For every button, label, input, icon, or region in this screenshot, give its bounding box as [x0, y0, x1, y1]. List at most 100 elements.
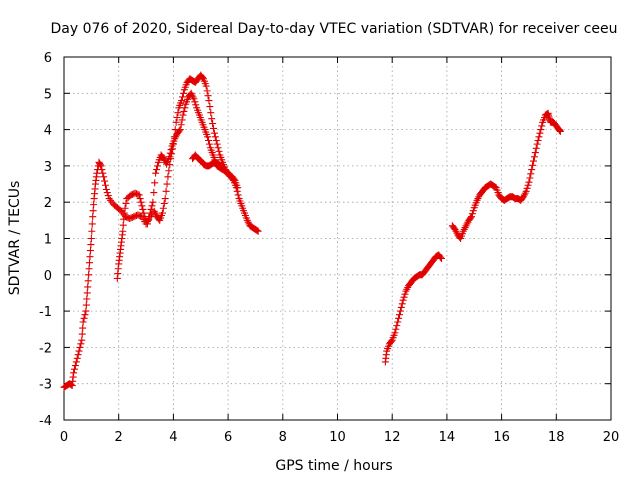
- data-point: [87, 241, 95, 249]
- data-point: [103, 189, 111, 197]
- data-point: [210, 124, 218, 132]
- data-point: [70, 365, 78, 373]
- x-tick-label: 12: [384, 430, 401, 445]
- data-point: [215, 147, 223, 155]
- data-point: [526, 174, 534, 182]
- data-point: [164, 173, 172, 181]
- data-point: [535, 133, 543, 141]
- data-point: [179, 93, 187, 101]
- data-point: [401, 290, 409, 298]
- data-point: [395, 311, 403, 319]
- data-point: [213, 140, 221, 148]
- data-point: [204, 133, 212, 141]
- data-point: [136, 195, 144, 203]
- data-point: [101, 177, 109, 185]
- data-point: [122, 199, 130, 207]
- data-point: [437, 253, 445, 261]
- x-tick-label: 18: [548, 430, 565, 445]
- data-point: [177, 121, 185, 129]
- data-point: [166, 149, 174, 157]
- data-point: [172, 118, 180, 126]
- data-point: [145, 213, 153, 221]
- data-point: [78, 330, 86, 338]
- plot-frame: [63, 56, 612, 421]
- grid-lines: [64, 57, 611, 420]
- y-tick-label: -1: [39, 305, 52, 320]
- data-point: [83, 295, 91, 303]
- data-point: [210, 129, 218, 137]
- data-point: [77, 340, 85, 348]
- data-point: [149, 198, 157, 206]
- data-point: [144, 216, 152, 224]
- data-point: [121, 204, 129, 212]
- data-point: [531, 149, 539, 157]
- data-point: [387, 337, 395, 345]
- data-point: [96, 161, 104, 169]
- data-point: [179, 89, 187, 97]
- data-point: [178, 97, 186, 105]
- data-point: [84, 277, 92, 285]
- data-point: [102, 185, 110, 193]
- data-point: [165, 153, 173, 161]
- data-point: [143, 220, 151, 228]
- y-tick-label: 6: [44, 51, 52, 66]
- x-tick-label: 16: [493, 430, 510, 445]
- data-point: [72, 358, 80, 366]
- data-point: [204, 92, 212, 100]
- x-tick-label: 2: [115, 430, 123, 445]
- data-point: [175, 127, 183, 135]
- data-point: [80, 314, 88, 322]
- data-point: [99, 169, 107, 177]
- y-tick-label: 4: [44, 124, 52, 139]
- data-point: [134, 190, 142, 198]
- data-point: [88, 227, 96, 235]
- data-point: [202, 82, 210, 90]
- data-point: [533, 140, 541, 148]
- y-tick-label: 2: [44, 196, 52, 211]
- data-point: [208, 115, 216, 123]
- data-point: [556, 127, 564, 135]
- data-point: [537, 126, 545, 134]
- data-point: [90, 201, 98, 209]
- data-point: [104, 192, 112, 200]
- data-point: [140, 209, 148, 217]
- data-point: [74, 351, 82, 359]
- data-point: [137, 198, 145, 206]
- data-point: [529, 161, 537, 169]
- series-track-2: [113, 89, 242, 282]
- data-point: [83, 289, 91, 297]
- data-point: [161, 195, 169, 203]
- data-point: [190, 95, 198, 103]
- data-point: [98, 166, 106, 174]
- data-point: [79, 318, 87, 326]
- data-point: [82, 301, 90, 309]
- data-point: [528, 166, 536, 174]
- y-tick-label: 3: [44, 160, 52, 175]
- data-point: [120, 209, 128, 217]
- data-point: [86, 247, 94, 255]
- data-point: [203, 87, 211, 95]
- data-point: [392, 325, 400, 333]
- data-point: [530, 153, 538, 161]
- data-point: [160, 199, 168, 207]
- y-axis-label: SDTVAR / TECUs: [7, 181, 23, 296]
- data-point: [206, 103, 214, 111]
- data-point: [93, 169, 101, 177]
- y-tick-label: -2: [39, 341, 52, 356]
- data-point: [400, 293, 408, 301]
- data-points: [60, 71, 564, 391]
- data-point: [209, 120, 217, 128]
- data-point: [173, 114, 181, 121]
- data-point: [162, 187, 170, 195]
- series-track-3: [189, 151, 227, 174]
- data-point: [81, 311, 89, 319]
- data-point: [86, 259, 94, 267]
- data-point: [191, 98, 199, 106]
- data-point: [234, 184, 242, 192]
- data-point: [79, 324, 87, 332]
- y-tick-label: 5: [44, 87, 52, 102]
- x-tick-label: 4: [169, 430, 177, 445]
- data-point: [85, 265, 93, 273]
- data-point: [395, 314, 403, 322]
